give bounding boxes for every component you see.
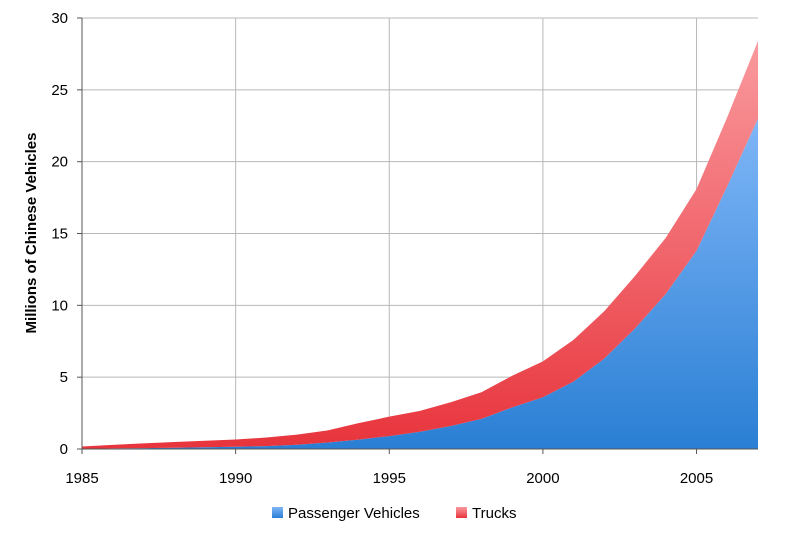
- y-tick-label: 20: [51, 154, 68, 171]
- x-tick-label: 2000: [526, 470, 559, 487]
- x-tick-label: 1995: [373, 470, 406, 487]
- legend-label-passenger-vehicles: Passenger Vehicles: [288, 505, 420, 522]
- grid-lines: [81, 17, 758, 450]
- y-tick-label: 25: [51, 82, 68, 99]
- y-tick-label: 0: [60, 441, 68, 458]
- x-tick-label: 1985: [65, 470, 98, 487]
- x-tick-label: 2005: [680, 470, 713, 487]
- legend-label-trucks: Trucks: [472, 505, 516, 522]
- y-tick-label: 15: [51, 226, 68, 243]
- y-axis-label: Millions of Chinese Vehicles: [23, 133, 40, 334]
- trucks-area: [82, 40, 758, 449]
- legend-swatch-passenger-vehicles: [272, 507, 283, 518]
- y-tick-label: 5: [60, 369, 68, 386]
- y-axis-tick-labels: 0 5 10 15 20 25 30: [51, 10, 82, 458]
- x-axis-tick-labels: 1985 1990 1995 2000 2005: [65, 449, 713, 487]
- area-series: [82, 40, 758, 449]
- x-tick-label: 1990: [219, 470, 252, 487]
- y-tick-label: 30: [51, 10, 68, 27]
- y-tick-label: 10: [51, 297, 68, 314]
- passenger-vehicles-area: [82, 118, 758, 449]
- legend-swatch-trucks: [456, 507, 467, 518]
- legend: Passenger Vehicles Trucks: [272, 505, 516, 522]
